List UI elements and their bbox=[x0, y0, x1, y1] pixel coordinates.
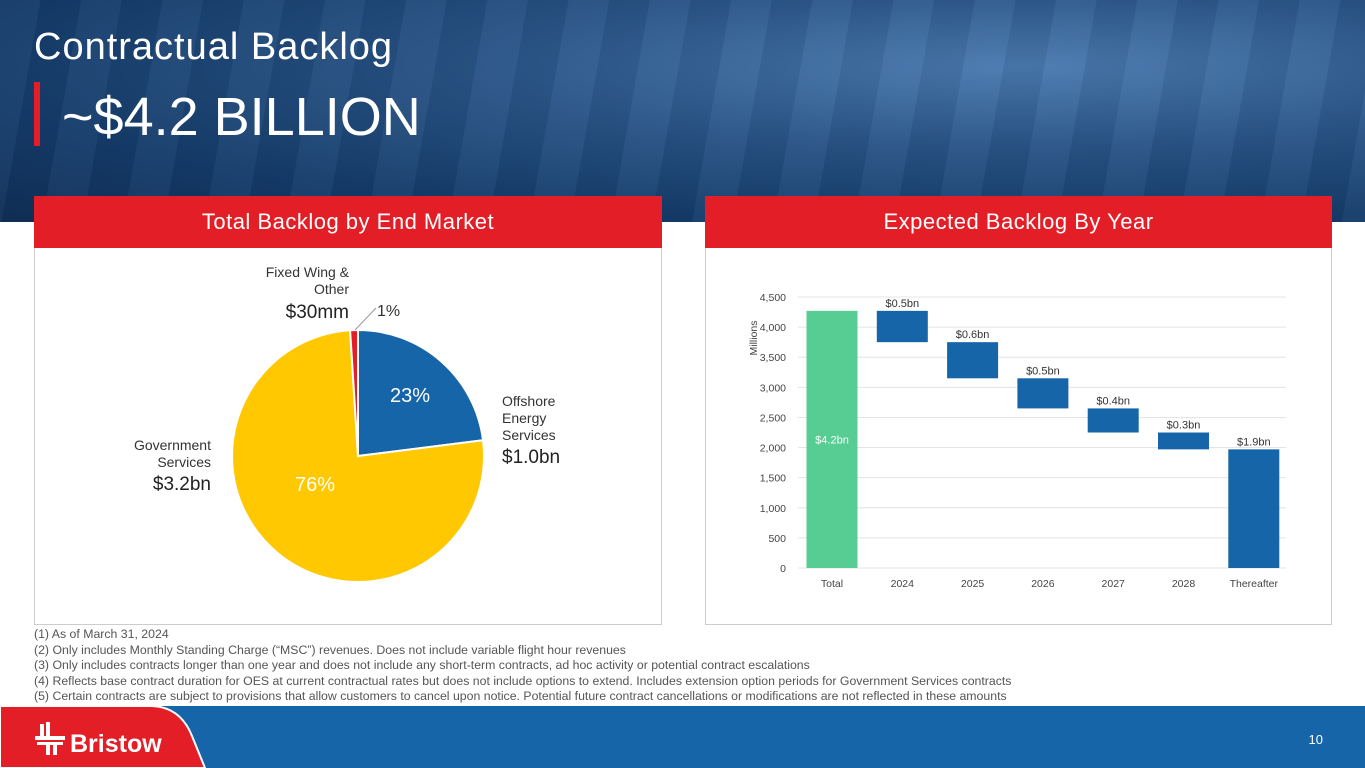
footnote: (5) Certain contracts are subject to pro… bbox=[34, 689, 1007, 703]
data-label: $0.5bn bbox=[1026, 365, 1060, 377]
government-label: Government bbox=[134, 437, 211, 453]
fixed-wing-label: Other bbox=[314, 281, 349, 297]
y-tick-label: 4,500 bbox=[760, 292, 786, 304]
y-tick-label: 2,500 bbox=[760, 412, 786, 424]
footer-logo-area: Bristow bbox=[0, 706, 207, 768]
footnotes: (1) As of March 31, 2024 (2) Only includ… bbox=[34, 627, 1011, 705]
x-tick-label: 2027 bbox=[1102, 578, 1126, 590]
bristow-logo-text: Bristow bbox=[70, 730, 162, 758]
footer-red-tab bbox=[0, 706, 207, 768]
footnote: (3) Only includes contracts longer than … bbox=[34, 658, 810, 672]
footer-bar: Bristow bbox=[0, 706, 1365, 768]
x-tick-label: 2028 bbox=[1172, 578, 1196, 590]
bar-2024 bbox=[876, 310, 928, 343]
waterfall-chart: 0 500 1,000 1,500 2,000 2,500 3,000 3,500 4,000 4… bbox=[748, 292, 1286, 590]
fixed-wing-label: Fixed Wing & bbox=[266, 264, 350, 280]
pie-panel: 23% 76% 1% Offshore Energy Services $1.0bn Gove… bbox=[34, 248, 662, 625]
waterfall-panel-header: Expected Backlog By Year bbox=[705, 196, 1332, 248]
footnote: (2) Only includes Monthly Standing Charg… bbox=[34, 642, 626, 657]
x-tick-label: 2026 bbox=[1031, 578, 1055, 590]
page-subtitle: ~$4.2 BILLION bbox=[62, 87, 421, 147]
x-tick-label: 2025 bbox=[961, 578, 985, 590]
y-tick-label: 1,500 bbox=[760, 473, 786, 485]
y-tick-label: 2,000 bbox=[760, 443, 786, 455]
fixed-wing-amount: $30mm bbox=[286, 302, 349, 323]
pie-chart: 23%76%1%OffshoreEnergyServices$1.0bnGove… bbox=[134, 264, 560, 583]
pie-slice-0 bbox=[357, 328, 485, 458]
leader-line bbox=[354, 307, 377, 331]
pie-percent-label: 1% bbox=[377, 303, 400, 320]
offshore-amount: $1.0bn bbox=[502, 447, 560, 468]
page-title: Contractual Backlog bbox=[34, 26, 394, 68]
pie-panel-header: Total Backlog by End Market bbox=[34, 196, 662, 248]
data-label: $0.5bn bbox=[885, 298, 919, 310]
footnote: (1) As of March 31, 2024 bbox=[34, 627, 169, 641]
hero-banner bbox=[0, 0, 1365, 222]
pie-slice-1 bbox=[231, 329, 485, 583]
bar-2025 bbox=[947, 342, 999, 379]
offshore-label: Energy bbox=[502, 410, 546, 426]
x-tick-label: Total bbox=[821, 578, 843, 590]
x-tick-label: 2024 bbox=[891, 578, 915, 590]
pie-slice-2 bbox=[349, 328, 359, 457]
y-tick-label: 3,000 bbox=[760, 382, 786, 394]
y-tick-label: 500 bbox=[768, 533, 786, 545]
bar-Thereafter bbox=[1228, 449, 1280, 568]
x-tick-label: Thereafter bbox=[1230, 578, 1279, 590]
y-tick-label: 4,000 bbox=[760, 322, 786, 334]
bar-2026 bbox=[1017, 378, 1069, 409]
bar-2028 bbox=[1158, 432, 1209, 450]
accent-bar bbox=[34, 82, 40, 146]
y-axis-label: Millions bbox=[748, 320, 760, 355]
offshore-label: Services bbox=[502, 427, 556, 443]
bar-Total bbox=[806, 310, 858, 568]
data-label: $0.6bn bbox=[956, 329, 990, 341]
bar-2027 bbox=[1087, 408, 1139, 433]
government-amount: $3.2bn bbox=[153, 474, 211, 495]
y-tick-label: 3,500 bbox=[760, 352, 786, 364]
footnote: (4) Reflects base contract duration for … bbox=[34, 673, 1012, 688]
bristow-logo-icon bbox=[35, 722, 65, 755]
offshore-label: Offshore bbox=[502, 393, 556, 409]
waterfall-panel: 0 500 1,000 1,500 2,000 2,500 3,000 3,500 4,000 4… bbox=[705, 248, 1332, 625]
data-label: $0.4bn bbox=[1096, 395, 1130, 407]
y-tick-label: 0 bbox=[780, 563, 786, 575]
pie-percent-label: 76% bbox=[295, 474, 335, 496]
data-label: $1.9bn bbox=[1237, 436, 1271, 448]
pie-percent-label: 23% bbox=[390, 385, 430, 407]
data-label: $4.2bn bbox=[815, 434, 849, 446]
page-number: 10 bbox=[1308, 732, 1323, 747]
data-label: $0.3bn bbox=[1167, 420, 1201, 432]
government-label: Services bbox=[157, 454, 211, 470]
y-tick-label: 1,000 bbox=[760, 503, 786, 515]
